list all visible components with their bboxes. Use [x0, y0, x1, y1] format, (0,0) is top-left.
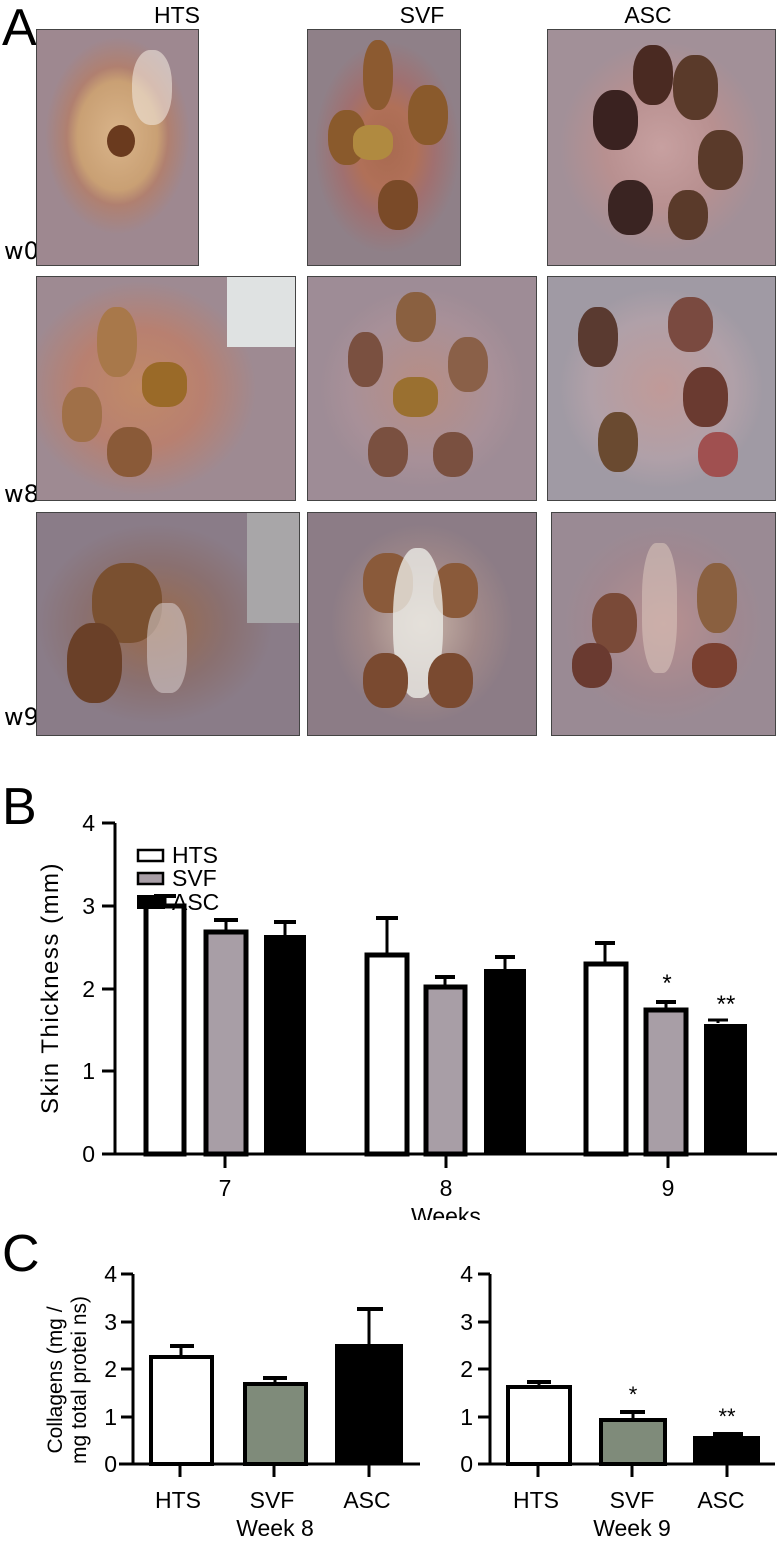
bar-group-week-8: [364, 916, 526, 1157]
y-axis: [102, 821, 117, 1156]
significance-asc-9: **: [717, 991, 736, 1018]
photo-asc-w0: [547, 29, 776, 266]
y-tick-2: 2: [460, 1356, 473, 1382]
legend-label-svf: SVF: [172, 865, 217, 891]
x-tick-hts-week-8: HTS: [155, 1487, 201, 1513]
y-axis-label-line-1: Collagens (mg /: [44, 1306, 67, 1453]
legend-swatch-hts: [136, 848, 165, 863]
x-tick-svf-week-9: SVF: [610, 1487, 655, 1513]
skin-thickness-chart: 4 3 2 1 0 Skin Thickness (mm) 7 8 9 Week…: [37, 810, 777, 1220]
legend-swatch-asc: [137, 895, 165, 909]
y-tick-1: 1: [104, 1404, 117, 1430]
column-label-asc: ASC: [624, 2, 672, 28]
x-tick-7: 7: [219, 1175, 232, 1201]
significance-svf-week-9: *: [629, 1382, 638, 1407]
y-tick-4: 4: [104, 1261, 117, 1287]
legend: HTS SVF ASC: [136, 842, 219, 915]
bars-week-8: [149, 1307, 403, 1466]
bar-svf-9: [643, 1007, 689, 1157]
bar-asc-week-9: [693, 1436, 760, 1464]
legend-label-hts: HTS: [172, 842, 218, 868]
y-tick-0: 0: [82, 1141, 95, 1167]
legend-swatch-svf: [136, 871, 165, 886]
bar-asc-8: [484, 969, 526, 1154]
panel-c-letter: C: [2, 1225, 40, 1283]
bar-hts-7: [143, 903, 187, 1157]
bar-group-week-7: [143, 894, 306, 1157]
y-tick-labels: 4 3 2 1 0: [82, 810, 95, 1167]
x-tick-8: 8: [440, 1175, 453, 1201]
bar-hts-week-9: [506, 1385, 572, 1466]
bars-week-9: * **: [506, 1380, 760, 1466]
significance-asc-week-9: **: [718, 1404, 736, 1429]
y-tick-3: 3: [104, 1309, 117, 1335]
y-axis-label: Skin Thickness (mm): [37, 862, 64, 1114]
significance-svf-9: *: [662, 970, 671, 997]
row-label-w9: w9: [4, 703, 39, 731]
bar-asc-7: [264, 935, 306, 1154]
bar-group-week-9: * **: [583, 941, 747, 1157]
bar-hts-8: [364, 952, 410, 1157]
bar-hts-week-8: [149, 1355, 214, 1466]
column-label-hts: HTS: [154, 2, 200, 28]
x-axis-label: Weeks: [411, 1203, 481, 1220]
photo-hts-w0: [36, 29, 199, 266]
collagen-charts: Collagens (mg / mg total protei ns) 4 3 …: [44, 1261, 775, 1541]
bar-asc-week-8: [335, 1344, 403, 1464]
bar-svf-week-8: [243, 1382, 308, 1466]
photo-asc-w8: [547, 276, 776, 501]
bar-asc-9: [704, 1024, 747, 1154]
photo-hts-w8: [36, 276, 296, 501]
row-label-w0: w0: [4, 237, 39, 265]
x-tick-asc-week-9: ASC: [697, 1487, 744, 1513]
legend-label-asc: ASC: [172, 889, 219, 915]
x-axis-label-week-9: Week 9: [593, 1515, 671, 1541]
x-tick-asc-week-8: ASC: [343, 1487, 390, 1513]
photo-svf-w8: [307, 276, 537, 501]
y-tick-4: 4: [82, 810, 95, 836]
panel-a-letter: A: [2, 0, 37, 57]
panel-b-letter: B: [2, 778, 37, 836]
y-tick-1: 1: [460, 1404, 473, 1430]
bar-svf-7: [203, 929, 249, 1157]
x-tick-hts-week-9: HTS: [513, 1487, 559, 1513]
photo-hts-w9: [36, 512, 300, 736]
x-tick-9: 9: [662, 1175, 675, 1201]
y-tick-2: 2: [104, 1356, 117, 1382]
y-tick-3: 3: [82, 893, 95, 919]
bar-svf-8: [423, 984, 468, 1157]
photo-svf-w0: [307, 29, 461, 266]
y-axis-label-line-2: mg total protei ns): [68, 1296, 91, 1464]
y-tick-1: 1: [82, 1058, 95, 1084]
bar-svf-week-9: [599, 1418, 667, 1466]
y-tick-3: 3: [460, 1309, 473, 1335]
y-tick-2: 2: [82, 976, 95, 1002]
y-tick-0: 0: [104, 1451, 117, 1477]
photo-asc-w9: [551, 512, 776, 736]
photo-svf-w9: [307, 512, 537, 736]
x-tick-svf-week-8: SVF: [250, 1487, 295, 1513]
error-bar-asc-week-9: [713, 1432, 743, 1437]
y-tick-0: 0: [460, 1451, 473, 1477]
x-axis-label-week-8: Week 8: [236, 1515, 314, 1541]
row-label-w8: w8: [4, 480, 39, 508]
bar-hts-9: [583, 961, 629, 1157]
column-label-svf: SVF: [399, 2, 445, 28]
y-tick-4: 4: [460, 1261, 473, 1287]
